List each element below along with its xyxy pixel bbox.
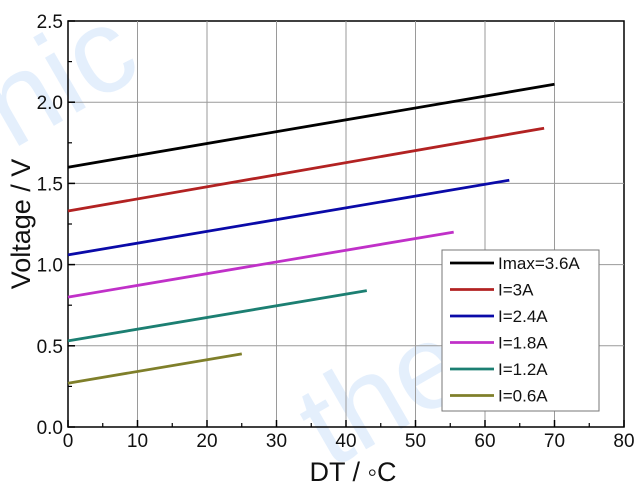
x-tick-label: 40 (335, 431, 356, 452)
series-line (67, 82, 555, 169)
x-tick-label: 80 (613, 431, 634, 452)
watermark-left: nic (0, 0, 158, 173)
x-tick-label: 60 (474, 431, 495, 452)
x-axis-title: DT / ◦C (309, 457, 396, 487)
x-tick-label: 20 (196, 431, 217, 452)
x-tick-label: 50 (405, 431, 426, 452)
legend-label: I=1.8A (498, 334, 548, 353)
y-tick-label: 1.0 (37, 256, 63, 277)
x-tick-label: 30 (266, 431, 287, 452)
y-axis-title: Voltage / V (6, 159, 36, 290)
legend-label: Imax=3.6A (498, 254, 580, 273)
legend-label: I=1.2A (498, 360, 548, 379)
tick-labels: 0 10 20 30 40 50 60 70 80 0.0 0.5 1.0 1.5 2.0 2.5 (37, 12, 634, 452)
series-line (67, 178, 510, 257)
legend-label: I=0.6A (498, 387, 548, 406)
y-tick-label: 2.0 (37, 93, 63, 114)
legend-items: Imax=3.6A I=3A I=2.4A I=1.8A I=1.2A I=0.6A (450, 254, 580, 406)
y-tick-label: 2.5 (37, 12, 63, 33)
x-tick-label: 70 (544, 431, 565, 452)
ticks (67, 20, 625, 428)
series-lines (67, 82, 555, 385)
y-tick-label: 0.0 (37, 418, 63, 439)
legend-label: I=3A (498, 281, 534, 300)
series-line (67, 126, 545, 213)
y-tick-label: 1.5 (37, 174, 63, 195)
watermark: nic therm (0, 0, 609, 491)
x-tick-label: 0 (63, 431, 74, 452)
y-tick-label: 0.5 (37, 337, 63, 358)
x-tick-label: 10 (127, 431, 148, 452)
series-line (67, 352, 243, 385)
legend-label: I=2.4A (498, 307, 548, 326)
series-line (67, 289, 368, 343)
legend-box (441, 249, 600, 412)
series-line (67, 230, 454, 299)
legend: Imax=3.6A I=3A I=2.4A I=1.8A I=1.2A I=0.6A (441, 249, 600, 412)
